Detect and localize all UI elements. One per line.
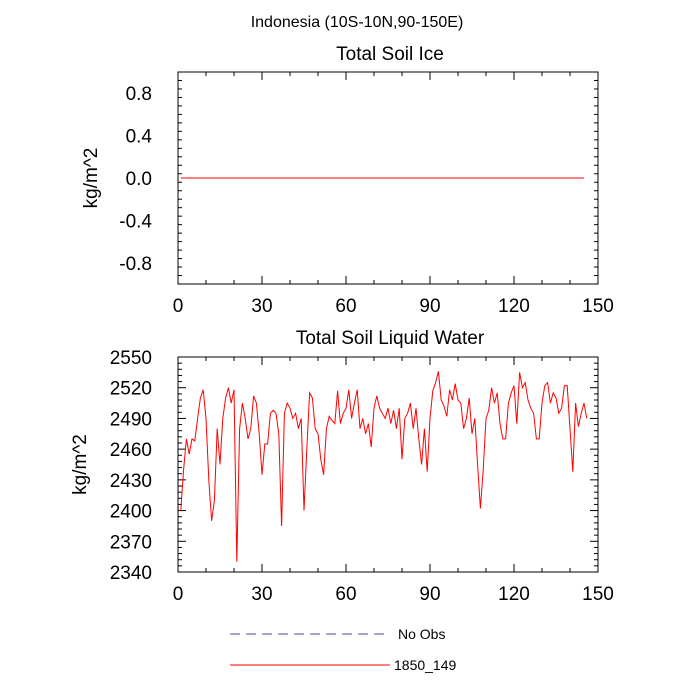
plot-frame xyxy=(177,356,599,573)
y-tick-label: 2430 xyxy=(110,471,152,492)
panel-1: Total Soil Ice 0 30 60 90 120 150 -0.8 -0.4 0.0 0.… xyxy=(81,44,614,317)
x-tick-label: 30 xyxy=(251,296,272,317)
x-tick-label: 90 xyxy=(419,584,440,605)
y-tick-label: 2370 xyxy=(110,532,152,553)
y-tick-label: 2520 xyxy=(110,379,152,400)
y-tick-label: 2460 xyxy=(110,440,152,461)
legend-label-1850-149: 1850_149 xyxy=(394,657,457,673)
x-tick-label: 150 xyxy=(582,296,614,317)
y-tick-label: 0.0 xyxy=(126,169,152,190)
y-tick-label: 0.8 xyxy=(126,84,152,105)
legend-label-no-obs: No Obs xyxy=(398,626,445,642)
figure-title: Indonesia (10S-10N,90-150E) xyxy=(251,14,464,31)
y-tick-label: 0.4 xyxy=(126,127,153,148)
x-tick-label: 120 xyxy=(498,296,530,317)
series-line-1 xyxy=(180,371,588,562)
y-axis-label: kg/m^2 xyxy=(81,148,102,209)
x-tick-label: 90 xyxy=(419,296,440,317)
panel-title: Total Soil Ice xyxy=(336,44,444,65)
panel-2: Total Soil Liquid Water 0 30 60 90 120 150 2340… xyxy=(70,328,614,605)
x-tick-label: 30 xyxy=(251,584,272,605)
y-tick-label: -0.8 xyxy=(119,254,152,275)
y-tick-label: 2340 xyxy=(110,563,152,584)
y-tick-label: -0.4 xyxy=(119,211,152,232)
x-tick-label: 0 xyxy=(173,296,184,317)
x-tick-label: 60 xyxy=(335,296,356,317)
x-tick-label: 120 xyxy=(498,584,530,605)
legend: No Obs 1850_149 xyxy=(230,626,457,673)
y-tick-label: 2490 xyxy=(110,409,152,430)
x-tick-label: 60 xyxy=(335,584,356,605)
y-tick-label: 2400 xyxy=(110,502,152,523)
y-tick-label: 2550 xyxy=(110,348,152,369)
panel-title: Total Soil Liquid Water xyxy=(296,328,485,349)
x-tick-label: 150 xyxy=(582,584,614,605)
plot-frame xyxy=(177,71,599,285)
y-axis-label: kg/m^2 xyxy=(70,434,91,495)
x-tick-label: 0 xyxy=(173,584,184,605)
